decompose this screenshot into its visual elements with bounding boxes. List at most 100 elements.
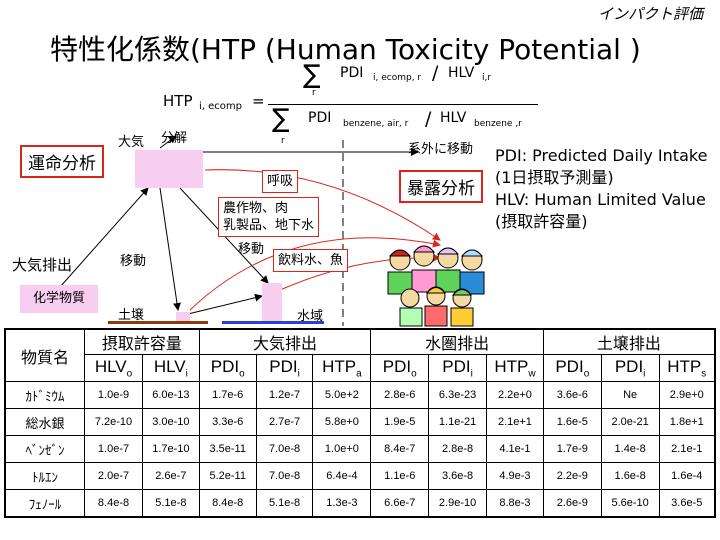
table-cell: 1.0e-9 [84,381,143,409]
column-header: PDIo [198,354,257,382]
hlv-definition-jp: (摂取許容量) [495,212,588,231]
column-header: HTPs [658,354,716,382]
crops-label: 農作物、肉 乳製品、地下水 [218,197,320,237]
column-header: PDIo [370,354,430,382]
slide-subtitle: インパクト評価 [598,5,704,23]
table-cell: Ne [600,381,660,409]
table-cell: 2.1e-1 [658,435,716,463]
substance-name: ﾍﾞﾝｾﾞﾝ [4,435,86,463]
table-cell: 7.0e-8 [255,435,314,463]
numerator-hlv: HLV [448,65,475,81]
table-cell: 5.8e+0 [312,408,372,436]
table-cell: 5.6e-10 [600,489,660,518]
table-cell: 2.8e-6 [370,381,430,409]
table-cell: 1.9e-5 [370,408,430,436]
table-row: ﾄﾙｴﾝ 2.0e-7 2.6e-7 5.2e-11 7.0e-8 6.4e-4 1.1e-… [4,462,716,490]
denominator-sum-index: r [281,136,285,146]
numerator-pdi: PDI [340,65,364,81]
table-cell: 2.9e-10 [428,489,487,518]
group-header: 水圏排出 [370,328,544,355]
table-cell: 1.7e-6 [198,381,257,409]
table-cell: 2.6e-7 [141,462,200,490]
table-cell: 3.6e-6 [542,381,602,409]
table-cell: 2.1e+1 [485,408,544,436]
chemical-box: 化学物質 [20,285,98,313]
denominator-slash: / [425,108,432,130]
out-of-system-label: 系外に移動 [408,142,474,157]
substance-name: 総水銀 [4,408,86,436]
table-cell: 3.0e-10 [141,408,200,436]
htp-table: 物質名 摂取許容量 大気排出 水圏排出 土壌排出 HLVo HLVi PDIo PDI… [4,328,716,518]
table-cell: 8.4e-8 [84,489,143,518]
column-header: HTPa [312,354,372,382]
substance-name: ﾌｪﾉｰﾙ [4,489,86,518]
table-cell: 6.4e-4 [312,462,372,490]
table-cell: 1.6e-5 [542,408,602,436]
column-header: HLVi [141,354,200,382]
numerator-hlv-sub: i,r [482,73,492,83]
table-cell: 1.6e-4 [658,462,716,490]
group-header: 大気排出 [198,328,372,355]
denominator-hlv: HLV [440,110,467,126]
substance-name: ｶﾄﾞﾐｳﾑ [4,381,86,409]
atmosphere-soil-arrow [155,180,181,311]
table-cell: 3.5e-11 [198,435,257,463]
table-cell: 7.0e-8 [255,462,314,490]
table-cell: 5.1e-8 [141,489,200,518]
numerator-pdi-sub: i, ecomp, r [373,73,422,83]
table-cell: 1.7e-9 [542,435,602,463]
table-cell: 1.1e-21 [428,408,487,436]
pdi-definition: PDI: Predicted Daily Intake [495,146,708,165]
column-header: PDIi [428,354,487,382]
table-cell: 1.8e+1 [658,408,716,436]
table-cell: 2.8e-8 [428,435,487,463]
table-cell: 6.3e-23 [428,381,487,409]
column-header: HLVo [84,354,143,382]
decomposition-arrow [159,135,177,149]
table-cell: 1.4e-8 [600,435,660,463]
table-cell: 1.0e+0 [312,435,372,463]
fraction-bar [268,104,538,105]
water-label: 水域 [297,309,324,324]
table-cell: 1.7e-10 [141,435,200,463]
definitions: PDI: Predicted Daily Intake (1日摂取予測量) HL… [495,145,707,233]
table-cell: 7.2e-10 [84,408,143,436]
table-cell: 3.6e-8 [428,462,487,490]
table-cell: 2.7e-7 [255,408,314,436]
air-emission-label: 大気排出 [12,256,73,274]
table-cell: 5.1e-8 [255,489,314,518]
denominator-hlv-sub: benzene ,r [474,119,522,129]
header-substance: 物質名 [4,328,86,382]
crops-arrow [189,237,441,311]
numerator-sum-icon: ∑ [303,60,321,90]
soil-line [108,321,208,324]
table-cell: 8.4e-7 [370,435,430,463]
respiration-label: 呼吸 [262,170,299,193]
water-line [222,321,324,324]
table-row: 総水銀 7.2e-10 3.0e-10 3.3e-6 2.7e-7 5.8e+0 1.9e-… [4,408,716,436]
group-header: 摂取許容量 [84,328,200,355]
table-cell: 2.0e-21 [600,408,660,436]
denominator-pdi: PDI [308,110,332,126]
htp-formula: HTP i, ecomp = ∑ r PDI i, ecomp, r / HLV… [160,60,540,152]
atmosphere-label: 大気 [118,135,145,150]
column-header: PDIi [255,354,314,382]
table-cell: 3.3e-6 [198,408,257,436]
table-cell: 1.3e-3 [312,489,372,518]
drinking-water-label: 飲料水、魚 [273,249,349,272]
diagram-arrows [59,135,441,326]
table-cell: 5.0e+2 [312,381,372,409]
table-cell: 8.8e-3 [485,489,544,518]
table-cell: 1.2e-7 [255,381,314,409]
substance-name: ﾄﾙｴﾝ [4,462,86,490]
hlv-definition: HLV: Human Limited Value [495,190,706,209]
emission-arrow [59,187,149,288]
slide-title: 特性化係数(HTP (Human Toxicity Potential ) [50,33,641,66]
table-cell: 2.2e+0 [485,381,544,409]
table-cell: 4.9e-3 [485,462,544,490]
table-row: ﾌｪﾉｰﾙ 8.4e-8 5.1e-8 8.4e-8 5.1e-8 1.3e-3 6.6e-… [4,489,716,518]
formula-lhs-sub: i, ecomp [199,101,242,112]
formula-equals: = [252,92,265,110]
column-header: PDIo [542,354,602,382]
water-pink-column [262,283,282,321]
